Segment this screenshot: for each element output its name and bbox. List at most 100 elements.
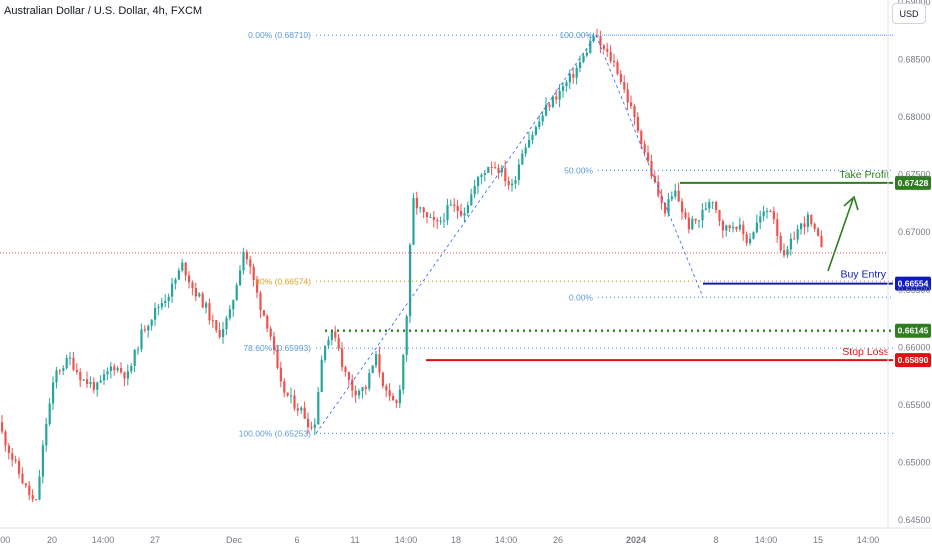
candle-body	[766, 211, 769, 213]
candle-body	[568, 74, 571, 83]
candle-body	[38, 476, 41, 500]
candle-body	[392, 395, 395, 401]
candle-body	[11, 453, 14, 460]
candle-body	[259, 292, 262, 311]
candle-body	[7, 445, 10, 454]
candle-body	[228, 309, 231, 319]
candle-body	[266, 315, 269, 329]
currency-button[interactable]: USD	[892, 3, 926, 24]
candle-body	[82, 379, 85, 381]
price-tick-label: 0.66500	[898, 285, 931, 295]
candle-body	[184, 262, 187, 276]
time-tick-label: Dec	[226, 535, 243, 545]
candle-body	[177, 270, 180, 280]
candle-body	[483, 172, 486, 175]
candle-body	[609, 51, 612, 62]
candle-body	[48, 403, 51, 424]
candle-body	[337, 337, 340, 349]
buy-entry-badge-bg	[895, 276, 931, 291]
candle-body	[293, 395, 296, 409]
candle-body	[487, 166, 490, 173]
candle-body	[164, 300, 167, 304]
price-axis[interactable]: 0.690000.685000.680000.675000.670000.665…	[887, 0, 931, 528]
candle-body	[96, 382, 99, 390]
time-tick-label: 20	[47, 535, 57, 545]
candle-body	[150, 319, 153, 326]
candle-body	[769, 211, 772, 213]
time-axis[interactable]: :00 20 14:00 27 Dec 6 11 14:00 18 14:00 26 2024 8 14:…	[0, 527, 932, 545]
candle-body	[786, 249, 789, 256]
take-profit-badge-bg	[895, 175, 931, 190]
candle-body	[232, 300, 235, 310]
candle-body	[725, 225, 728, 231]
candle-body	[317, 392, 320, 425]
candle-body	[667, 199, 670, 214]
candle-body	[133, 349, 136, 366]
time-tick-label: 14:00	[857, 535, 880, 545]
candle-body	[677, 190, 680, 202]
candle-body	[109, 366, 112, 372]
candle-body	[330, 331, 333, 340]
time-tick-label: 14:00	[92, 535, 115, 545]
candle-body	[507, 181, 510, 186]
candle-body	[602, 45, 605, 49]
candle-body	[636, 117, 639, 131]
candle-body	[402, 354, 405, 390]
candle-body	[116, 368, 119, 371]
candle-body	[35, 499, 38, 501]
price-tick-label: 0.66000	[898, 342, 931, 352]
candle-body	[422, 207, 425, 213]
candle-body	[783, 250, 786, 256]
candle-body	[18, 461, 21, 474]
candle-body	[463, 213, 466, 216]
candle-body	[371, 365, 374, 374]
candle-body	[490, 166, 493, 168]
candle-body	[456, 205, 459, 211]
candle-body	[310, 426, 313, 428]
candle-body	[640, 130, 643, 145]
candle-body	[762, 211, 765, 217]
candle-body	[409, 244, 412, 317]
candle-body	[320, 359, 323, 393]
candle-body	[218, 330, 221, 338]
price-tick-label: 0.64500	[898, 515, 931, 525]
candle-body	[201, 293, 204, 308]
candle-body	[252, 266, 255, 280]
candle-body	[113, 366, 116, 371]
candle-body	[364, 386, 367, 389]
candle-body	[558, 90, 561, 100]
candle-body	[191, 282, 194, 288]
candle-body	[313, 424, 316, 428]
candle-body	[426, 212, 429, 218]
candle-body	[657, 181, 660, 196]
candle-body	[555, 96, 558, 100]
candle-body	[521, 153, 524, 165]
candle-body	[249, 259, 252, 267]
candle-body	[660, 195, 663, 203]
candle-body	[279, 367, 282, 382]
price-tick-label: 0.68000	[898, 112, 931, 122]
candle-body	[779, 235, 782, 251]
candle-body	[395, 400, 398, 404]
candle-body	[31, 495, 34, 500]
fib-right-level-label: 100.00%	[559, 30, 593, 40]
candle-body	[449, 204, 452, 206]
candle-body	[759, 216, 762, 223]
candle-body	[511, 183, 514, 186]
candle-body	[687, 217, 690, 230]
candle-body	[269, 328, 272, 337]
candle-body	[589, 40, 592, 53]
candle-body	[732, 226, 735, 229]
time-tick-label: 14:00	[395, 535, 418, 545]
candle-body	[545, 104, 548, 116]
candle-body	[517, 164, 520, 180]
candle-body	[181, 262, 184, 271]
candle-body	[647, 152, 650, 162]
take-profit-label: Take Profit	[839, 169, 889, 181]
candle-body	[415, 197, 418, 209]
candle-body	[419, 207, 422, 209]
candle-body	[354, 390, 357, 396]
candle-body	[551, 96, 554, 107]
candle-body	[205, 303, 208, 308]
